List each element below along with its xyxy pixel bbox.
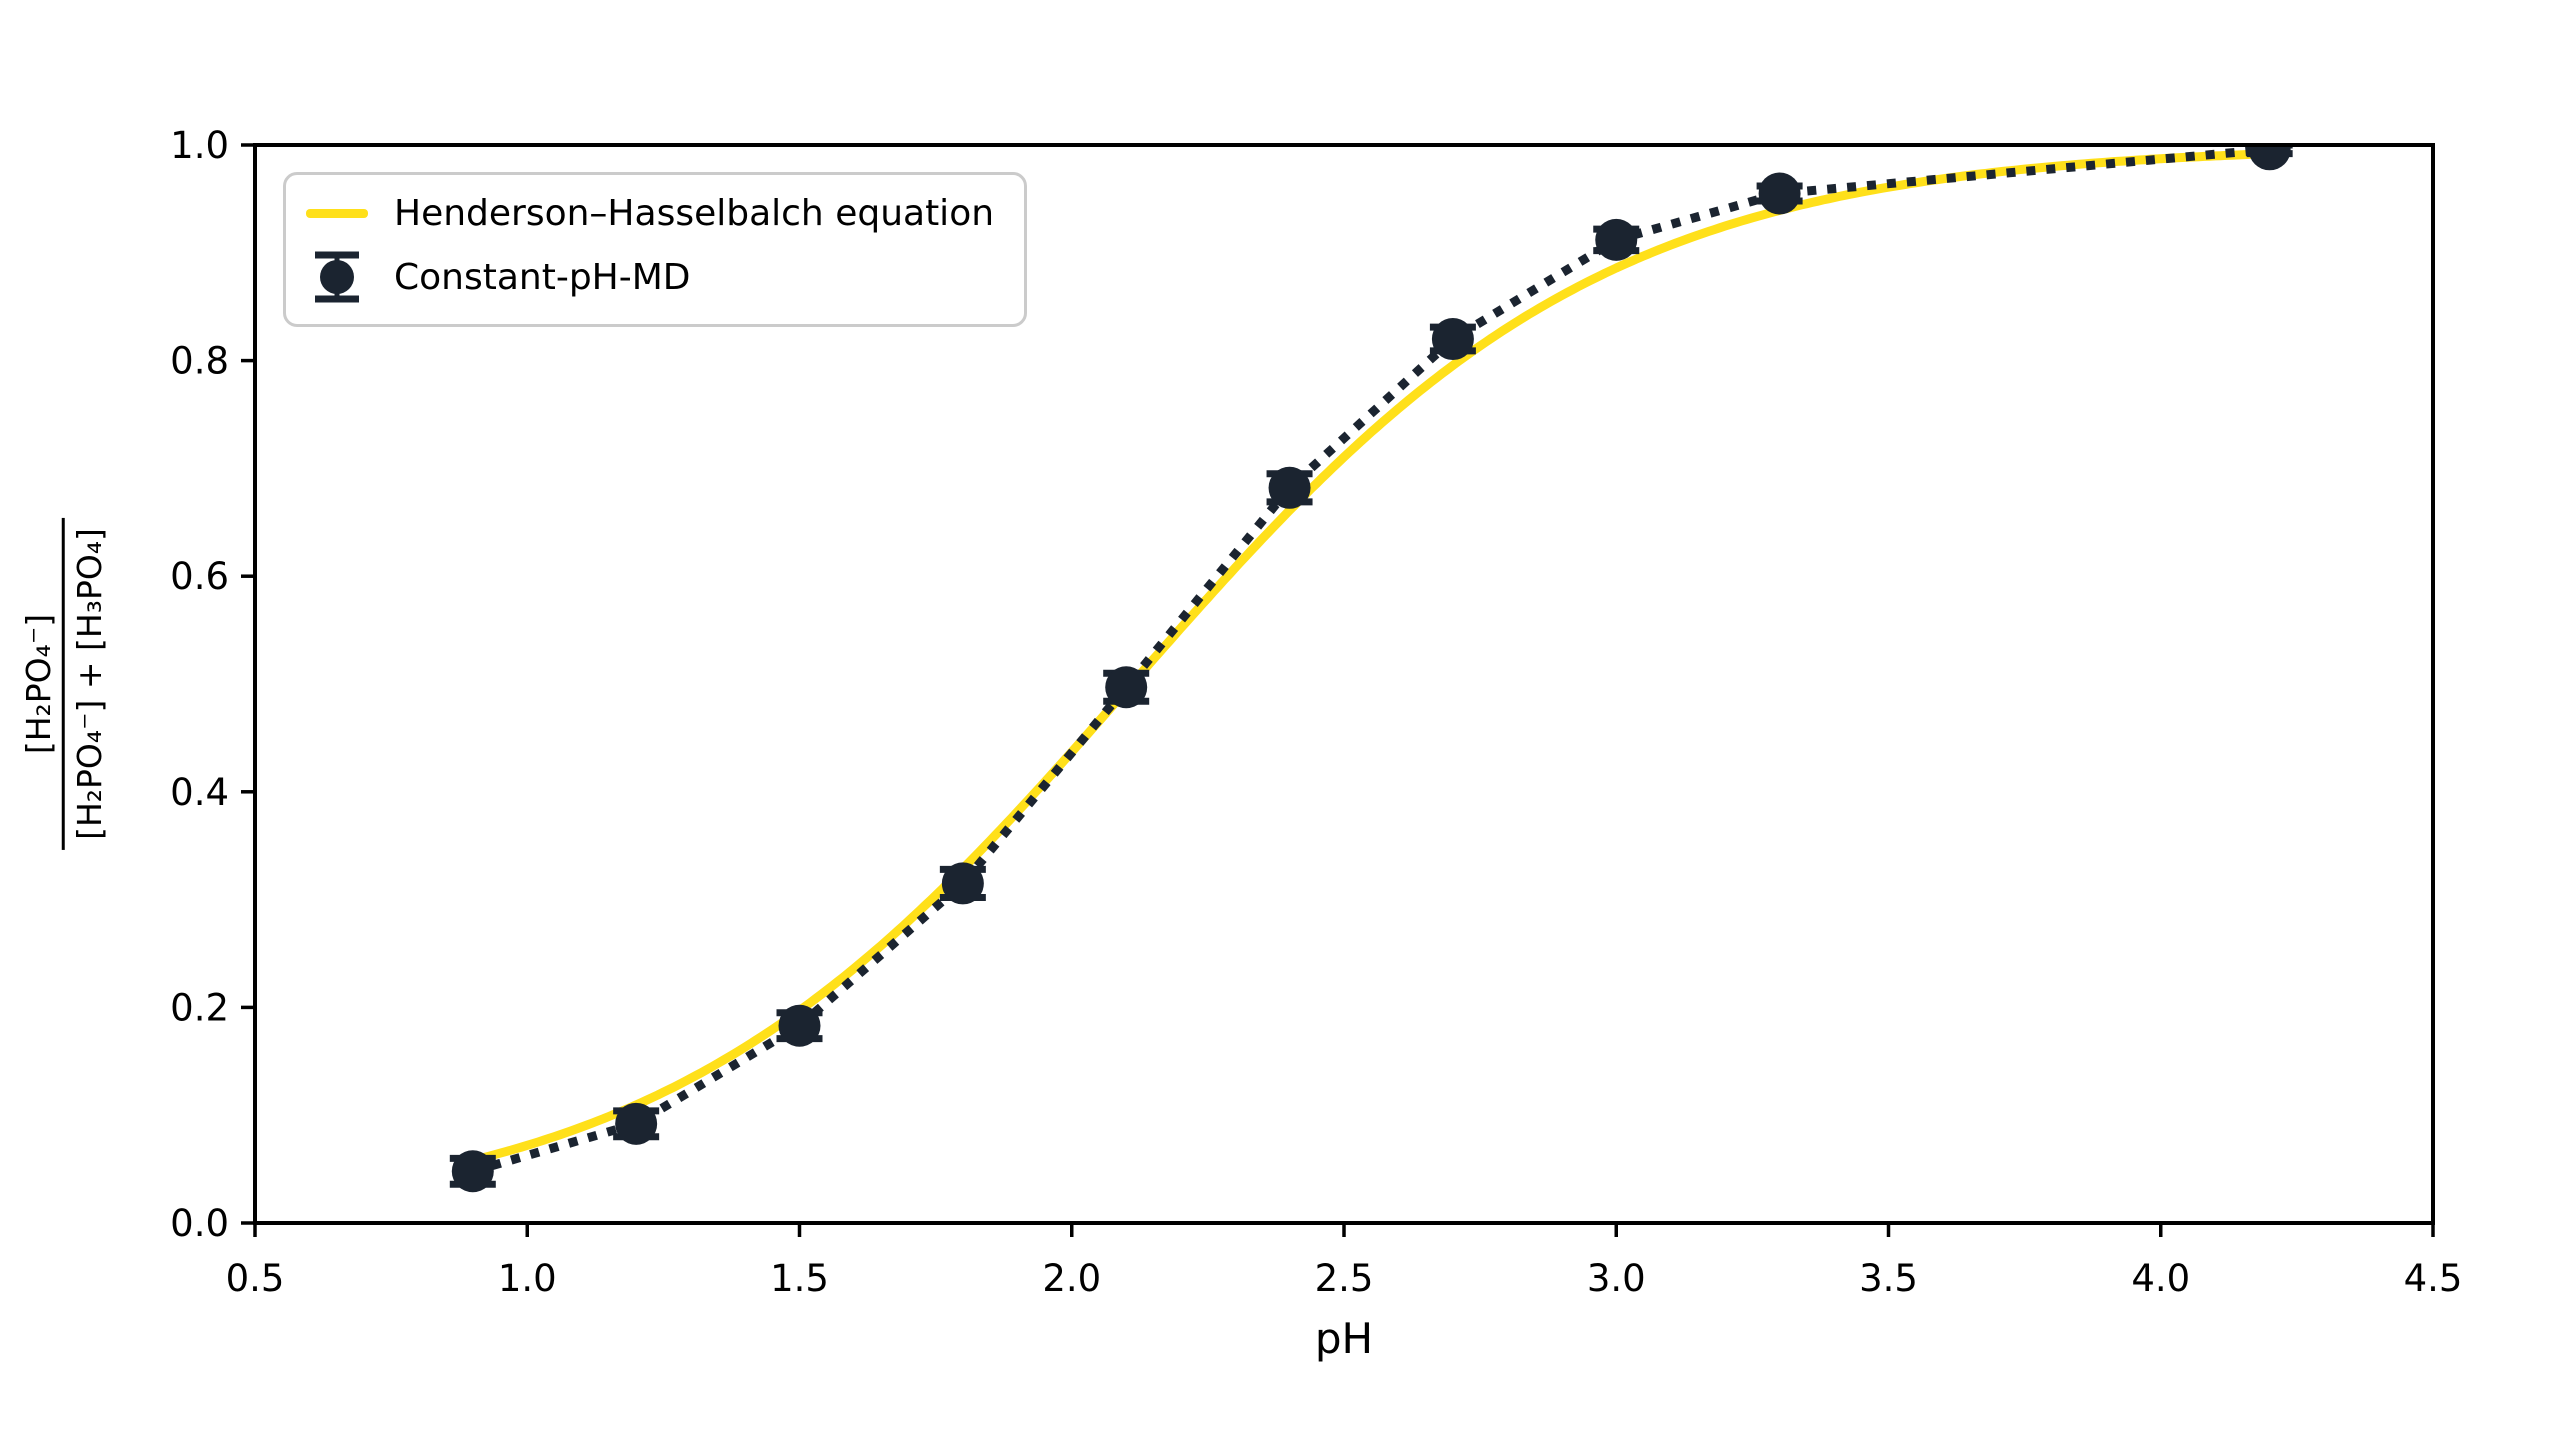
- md-data-point: [1268, 466, 1311, 509]
- plot-area: [449, 145, 2293, 1193]
- y-tick-label: 0.4: [170, 771, 229, 814]
- md-data-point: [615, 1102, 658, 1145]
- legend-item-constant-ph-md: Constant-pH-MD: [306, 248, 994, 306]
- legend-label-constant-ph-md: Constant-pH-MD: [394, 256, 691, 298]
- errorbar-marker-icon: [315, 251, 359, 303]
- constant-ph-md-dotted-line: [471, 145, 2271, 1176]
- y-tick-label: 0.2: [170, 986, 229, 1029]
- md-data-point: [1758, 172, 1801, 215]
- md-data-point: [941, 862, 984, 905]
- x-tick-label: 4.0: [2131, 1257, 2190, 1300]
- md-data-point: [1595, 218, 1638, 261]
- legend-item-henderson-hasselbalch: Henderson–Hasselbalch equation: [306, 193, 994, 234]
- x-tick-label: 1.5: [770, 1257, 829, 1300]
- md-data-point: [1105, 666, 1148, 709]
- md-data-point: [2248, 145, 2291, 171]
- x-tick-label: 0.5: [226, 1257, 285, 1300]
- y-tick-label: 0.0: [170, 1202, 229, 1245]
- md-data-point: [1431, 318, 1474, 361]
- x-tick-label: 3.5: [1859, 1257, 1918, 1300]
- y-axis-label: [H₂PO₄⁻] [H₂PO₄⁻] + [H₃PO₄]: [18, 518, 111, 850]
- x-axis-label: pH: [1314, 1314, 1374, 1363]
- x-tick-label: 3.0: [1587, 1257, 1646, 1300]
- y-axis-label-numerator: [H₂PO₄⁻]: [18, 613, 58, 755]
- y-tick-label: 1.0: [170, 124, 229, 167]
- md-data-point: [778, 1004, 821, 1047]
- y-axis-label-denominator: [H₂PO₄⁻] + [H₃PO₄]: [62, 518, 111, 850]
- hh-line-swatch-icon: [306, 209, 368, 219]
- legend: Henderson–Hasselbalch equation Constant-…: [283, 172, 1028, 328]
- x-tick-label: 1.0: [498, 1257, 557, 1300]
- y-tick-label: 0.8: [170, 340, 229, 383]
- x-tick-label: 4.5: [2404, 1257, 2463, 1300]
- y-tick-label: 0.6: [170, 555, 229, 598]
- x-tick-label: 2.0: [1042, 1257, 1101, 1300]
- legend-label-henderson-hasselbalch: Henderson–Hasselbalch equation: [394, 193, 995, 234]
- md-data-point: [451, 1150, 494, 1193]
- x-tick-label: 2.5: [1315, 1257, 1374, 1300]
